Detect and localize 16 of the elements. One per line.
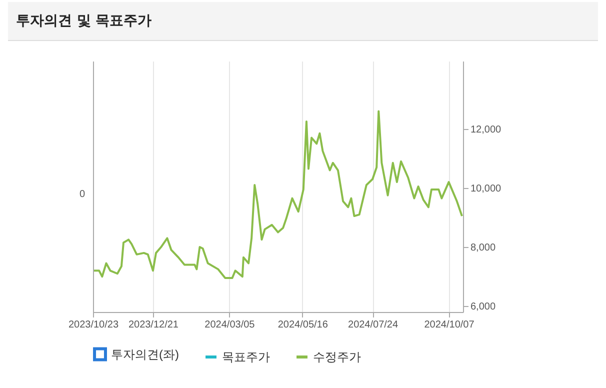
x-tick-label: 2024/03/05 [204,320,256,330]
legend-label: 목표주가 [222,350,270,364]
x-tick-label: 2023/10/23 [68,320,119,330]
chart-title: 투자의견 및 목표주가 [8,2,598,41]
y2-tick-label: 12,000 [470,124,502,136]
x-tick-label: 2023/12/21 [128,320,179,330]
line-series [93,110,463,280]
y2-tick-label: 8,000 [470,242,496,254]
legend-label: 투자의견(좌) [111,347,179,362]
x-tick-label: 2024/05/16 [278,320,328,330]
x-tick-label: 2024/10/07 [424,320,475,330]
text: 0 [79,189,86,200]
legend-label: 수정주가 [313,350,361,364]
x-tick-label: 2024/07/24 [348,320,398,330]
y2-tick-label: 10,000 [470,183,502,194]
y2-tick-label: 6,000 [470,302,496,313]
